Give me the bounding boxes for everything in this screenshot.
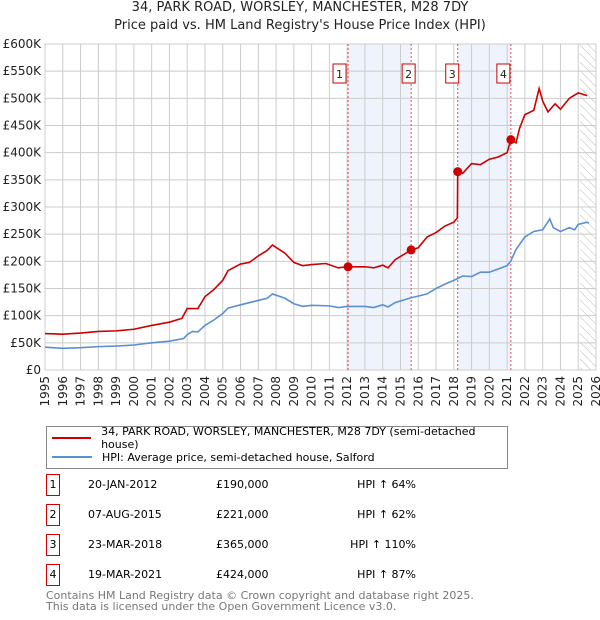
transaction-marker: 1 bbox=[46, 474, 60, 496]
x-tick-label: 2014 bbox=[376, 376, 390, 407]
sale-marker-label: 1 bbox=[336, 68, 343, 81]
x-tick-label: 2003 bbox=[180, 376, 194, 407]
y-tick-label: £250K bbox=[3, 227, 43, 241]
transaction-price: £221,000 bbox=[216, 508, 269, 521]
y-tick-label: £450K bbox=[3, 119, 43, 133]
sale-marker-label: 2 bbox=[405, 68, 412, 81]
y-tick-label: £300K bbox=[3, 200, 43, 214]
x-tick-label: 2017 bbox=[429, 376, 443, 407]
transaction-price: £190,000 bbox=[216, 478, 269, 491]
x-tick-label: 2005 bbox=[216, 376, 230, 407]
x-tick-label: 2019 bbox=[465, 376, 479, 407]
x-tick-label: 2012 bbox=[340, 376, 354, 407]
legend-swatch-red bbox=[52, 437, 92, 439]
x-tick-label: 2026 bbox=[589, 376, 600, 407]
transaction-hpi: 110% ↑ HPI bbox=[350, 538, 416, 551]
footer-copyright: Contains HM Land Registry data © Crown c… bbox=[46, 589, 474, 602]
transaction-date: 20-JAN-2012 bbox=[88, 478, 158, 491]
y-tick-label: £150K bbox=[3, 282, 43, 296]
x-tick-label: 1998 bbox=[91, 376, 105, 407]
x-tick-label: 2025 bbox=[571, 376, 585, 407]
x-tick-label: 2000 bbox=[127, 376, 141, 407]
legend-label: HPI: Average price, semi-detached house,… bbox=[102, 450, 375, 464]
x-tick-label: 2024 bbox=[553, 376, 567, 407]
footer-licence: This data is licensed under the Open Gov… bbox=[46, 600, 397, 613]
x-tick-label: 1999 bbox=[109, 376, 123, 407]
y-tick-label: £100K bbox=[3, 309, 43, 323]
transaction-price: £424,000 bbox=[216, 568, 269, 581]
transaction-price: £365,000 bbox=[216, 538, 269, 551]
legend-label: 34, PARK ROAD, WORSLEY, MANCHESTER, M28 … bbox=[101, 425, 476, 451]
sale-marker-box bbox=[401, 63, 416, 84]
legend-swatch-blue bbox=[52, 456, 92, 458]
sale-point bbox=[506, 135, 516, 145]
hpi-line bbox=[44, 217, 590, 350]
legend: 34, PARK ROAD, WORSLEY, MANCHESTER, M28 … bbox=[46, 425, 508, 469]
transaction-date: 07-AUG-2015 bbox=[88, 508, 162, 521]
price-chart: £0 £50K £100K £150K £200K £250K £300K £350K £400… bbox=[3, 37, 600, 407]
x-tick-label: 2022 bbox=[518, 376, 532, 407]
chart-subtitle: Price paid vs. HM Land Registry's House … bbox=[114, 18, 486, 33]
y-tick-label: £550K bbox=[3, 64, 43, 78]
property-price-line bbox=[44, 85, 588, 335]
x-tick-label: 2023 bbox=[536, 376, 550, 407]
y-tick-label: £50K bbox=[10, 336, 42, 350]
y-tick-label: £400K bbox=[3, 146, 43, 160]
transaction-date: 23-MAR-2018 bbox=[88, 538, 163, 551]
chart-title: 34, PARK ROAD, WORSLEY, MANCHESTER, M28 … bbox=[131, 0, 469, 15]
x-tick-label: 2016 bbox=[411, 376, 425, 407]
legend-item-hpi: HPI: Average price, semi-detached house,… bbox=[52, 448, 375, 466]
x-tick-label: 2010 bbox=[305, 376, 319, 407]
sale-point bbox=[343, 262, 353, 272]
x-tick-label: 1997 bbox=[74, 376, 88, 407]
sale-point bbox=[406, 245, 416, 255]
y-tick-label: £200K bbox=[3, 254, 43, 268]
transaction-marker: 4 bbox=[46, 564, 60, 586]
x-tick-label: 2015 bbox=[393, 376, 407, 407]
legend-item-property: 34, PARK ROAD, WORSLEY, MANCHESTER, M28 … bbox=[52, 425, 507, 451]
sale-marker-box bbox=[445, 63, 460, 84]
x-tick-label: 1995 bbox=[38, 376, 52, 407]
transaction-marker: 2 bbox=[46, 504, 60, 526]
y-tick-label: £600K bbox=[3, 37, 43, 51]
x-tick-label: 2004 bbox=[198, 376, 212, 407]
x-tick-label: 2007 bbox=[251, 376, 265, 407]
x-tick-label: 2002 bbox=[162, 376, 176, 407]
x-tick-label: 2020 bbox=[482, 376, 496, 407]
transaction-hpi: 87% ↑ HPI bbox=[357, 568, 416, 581]
x-tick-label: 2001 bbox=[145, 376, 159, 407]
sale-marker-box bbox=[496, 63, 511, 84]
x-tick-label: 2021 bbox=[500, 376, 514, 407]
transaction-marker: 3 bbox=[46, 534, 60, 556]
transaction-hpi: 62% ↑ HPI bbox=[357, 508, 416, 521]
sale-marker-label: 3 bbox=[449, 68, 456, 81]
x-tick-label: 2013 bbox=[358, 376, 372, 407]
sale-marker-label: 4 bbox=[500, 68, 507, 81]
y-tick-label: £0 bbox=[26, 363, 41, 377]
y-tick-label: £500K bbox=[3, 91, 43, 105]
sale-point bbox=[453, 167, 463, 177]
x-tick-label: 1996 bbox=[56, 376, 70, 407]
plot-border bbox=[44, 43, 597, 371]
transaction-date: 19-MAR-2021 bbox=[88, 568, 163, 581]
x-tick-label: 2006 bbox=[234, 376, 248, 407]
x-tick-label: 2018 bbox=[447, 376, 461, 407]
x-tick-label: 2008 bbox=[269, 376, 283, 407]
x-tick-label: 2009 bbox=[287, 376, 301, 407]
sale-marker-box bbox=[332, 63, 347, 84]
x-tick-label: 2011 bbox=[322, 376, 336, 407]
y-tick-label: £350K bbox=[3, 173, 43, 187]
transaction-hpi: 64% ↑ HPI bbox=[357, 478, 416, 491]
